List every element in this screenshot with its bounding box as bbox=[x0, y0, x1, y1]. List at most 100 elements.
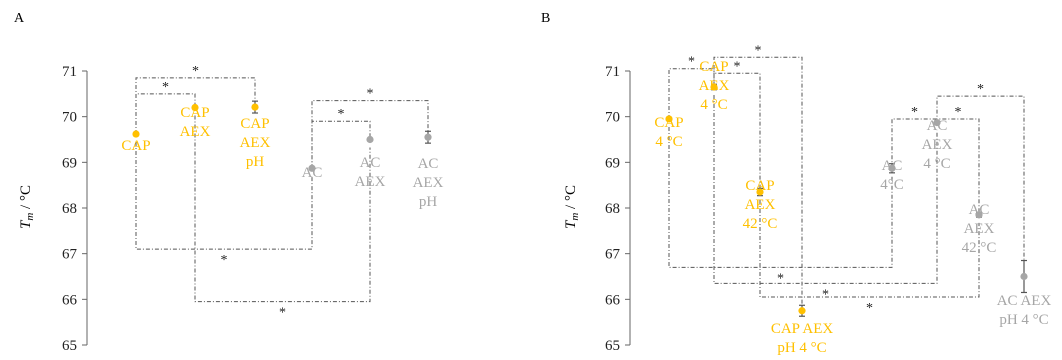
significance-star: * bbox=[755, 43, 762, 58]
bracket-line bbox=[668, 68, 715, 119]
significance-bracket: * bbox=[759, 200, 980, 316]
bracket-line bbox=[936, 95, 1025, 277]
bracket-line bbox=[713, 94, 938, 284]
bracket-line bbox=[311, 100, 429, 169]
panel-a: A Tm / °C 65 66 67 68 69 70 71 * * * * * * CAP CAP AE… bbox=[14, 11, 444, 354]
y-tick-label: 69 bbox=[62, 155, 77, 171]
y-tick-label: 71 bbox=[605, 64, 620, 80]
point-label: CAP AEX bbox=[180, 105, 211, 140]
data-point-cap-aex-ph: CAP AEX pH bbox=[240, 100, 271, 170]
point-marker bbox=[424, 133, 432, 141]
data-point-ac-aex-42c: AC AEX 42 °C bbox=[962, 202, 997, 256]
bracket-line bbox=[135, 77, 256, 135]
significance-bracket: * bbox=[713, 43, 803, 311]
significance-star: * bbox=[866, 301, 873, 316]
y-axis-label-a: Tm / °C bbox=[18, 185, 36, 229]
panel-label-a: A bbox=[14, 11, 25, 26]
y-tick-label: 70 bbox=[605, 110, 620, 126]
significance-bracket: * bbox=[311, 107, 371, 169]
point-marker bbox=[1020, 272, 1028, 281]
point-label: AC AEX 4 °C bbox=[922, 118, 953, 172]
significance-bracket: * bbox=[713, 94, 938, 302]
significance-bracket: * bbox=[135, 64, 256, 135]
bracket-line bbox=[713, 56, 803, 311]
significance-brackets-b: * * * * * * * * * bbox=[668, 43, 1025, 316]
point-marker bbox=[888, 164, 896, 172]
bracket-line bbox=[311, 120, 371, 169]
data-point-ac: AC bbox=[302, 164, 322, 181]
significance-star: * bbox=[279, 306, 286, 321]
data-point-cap: CAP bbox=[121, 130, 151, 154]
bracket-line bbox=[668, 126, 893, 268]
significance-star: * bbox=[955, 105, 962, 120]
data-point-ac-aex-ph-4c: AC AEX pH 4 °C bbox=[997, 259, 1052, 328]
point-marker bbox=[710, 83, 718, 91]
significance-bracket: * bbox=[936, 82, 1025, 277]
point-label: CAP AEX pH bbox=[240, 116, 271, 170]
panel-b: B Tm / °C 65 66 67 68 69 70 71 * * * * * * * * * CAP 4 … bbox=[541, 11, 1051, 356]
significance-bracket: * bbox=[668, 126, 893, 286]
data-point-ac-aex-ph: AC AEX pH bbox=[413, 130, 444, 210]
point-label: CAP AEX 42 °C bbox=[743, 178, 778, 232]
data-point-cap-aex-ph-4c: CAP AEX pH 4 °C bbox=[771, 304, 834, 356]
point-marker bbox=[366, 135, 374, 144]
point-label: CAP 4 °C bbox=[654, 115, 683, 150]
significance-brackets-a: * * * * * * bbox=[135, 64, 429, 321]
point-marker bbox=[132, 130, 140, 138]
point-label: AC 4°C bbox=[880, 158, 904, 193]
panel-label-b: B bbox=[541, 11, 550, 26]
y-tick-label: 65 bbox=[605, 338, 620, 354]
significance-star: * bbox=[911, 105, 918, 120]
point-label: AC AEX 42 °C bbox=[962, 202, 997, 256]
significance-star: * bbox=[734, 59, 741, 74]
point-label: CAP AEX pH 4 °C bbox=[771, 321, 834, 356]
significance-star: * bbox=[977, 82, 984, 97]
significance-star: * bbox=[688, 55, 695, 70]
bracket-line bbox=[194, 115, 371, 303]
significance-star: * bbox=[192, 64, 199, 79]
data-point-cap-aex: CAP AEX bbox=[180, 103, 211, 140]
data-point-cap-4c: CAP 4 °C bbox=[654, 115, 683, 150]
significance-star: * bbox=[338, 107, 345, 122]
y-tick-label: 68 bbox=[605, 201, 620, 217]
significance-star: * bbox=[777, 271, 784, 286]
data-point-ac-4c: AC 4°C bbox=[880, 158, 904, 193]
bracket-line bbox=[759, 200, 980, 298]
point-label: AC AEX pH bbox=[413, 156, 444, 210]
point-marker bbox=[308, 164, 316, 172]
point-label: CAP AEX 4 °C bbox=[699, 59, 730, 113]
point-label: AC AEX bbox=[355, 155, 386, 190]
y-tick-label: 67 bbox=[62, 247, 78, 263]
y-ticks-a: 65 66 67 68 69 70 71 bbox=[62, 64, 87, 354]
y-ticks-b: 65 66 67 68 69 70 71 bbox=[605, 64, 630, 354]
point-label: AC AEX pH 4 °C bbox=[997, 293, 1052, 328]
y-tick-label: 70 bbox=[62, 110, 77, 126]
point-marker bbox=[665, 115, 673, 123]
y-tick-label: 65 bbox=[62, 338, 77, 354]
y-tick-label: 66 bbox=[605, 292, 621, 308]
significance-star: * bbox=[221, 253, 228, 268]
significance-bracket: * bbox=[668, 55, 715, 119]
point-marker bbox=[756, 188, 764, 196]
significance-bracket: * bbox=[194, 115, 371, 321]
point-marker bbox=[975, 211, 983, 219]
data-points-b: CAP 4 °C CAP AEX 4 °C CAP AEX 42 °C CAP AEX pH 4 … bbox=[654, 59, 1051, 356]
significance-star: * bbox=[367, 87, 374, 102]
y-tick-label: 66 bbox=[62, 292, 78, 308]
significance-bracket: * bbox=[135, 142, 313, 268]
data-points-a: CAP CAP AEX CAP AEX pH AC AC AEX AC AEX pH bbox=[121, 100, 444, 210]
point-marker bbox=[191, 103, 199, 112]
y-tick-label: 71 bbox=[62, 64, 77, 80]
data-point-cap-aex-4c: CAP AEX 4 °C bbox=[699, 59, 730, 113]
y-tick-label: 67 bbox=[605, 247, 621, 263]
point-label: CAP bbox=[121, 138, 150, 154]
significance-bracket: * bbox=[311, 87, 429, 169]
data-point-ac-aex-4c: AC AEX 4 °C bbox=[922, 118, 953, 172]
y-tick-label: 68 bbox=[62, 201, 77, 217]
bracket-line bbox=[135, 142, 313, 250]
data-point-cap-aex-42c: CAP AEX 42 °C bbox=[743, 178, 778, 232]
significance-star: * bbox=[822, 287, 829, 302]
point-marker bbox=[251, 103, 259, 111]
y-tick-label: 69 bbox=[605, 155, 620, 171]
